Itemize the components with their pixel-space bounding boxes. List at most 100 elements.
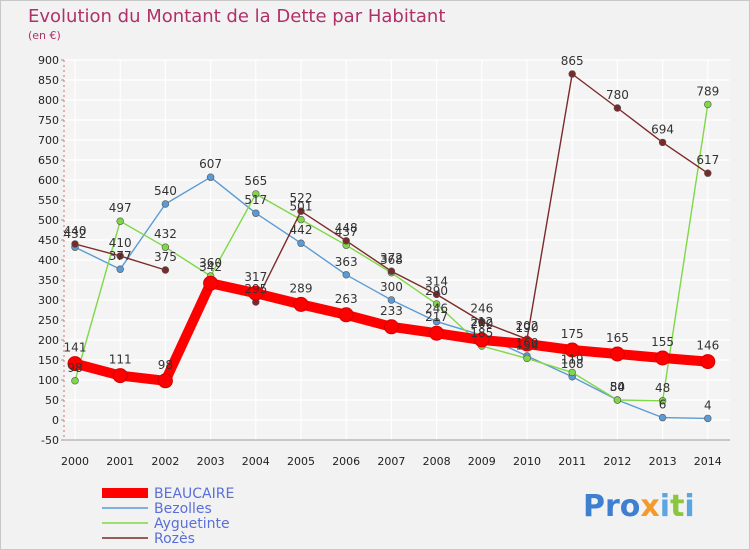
- x-tick-label: 2010: [513, 455, 541, 468]
- y-tick-label: 500: [38, 214, 59, 227]
- data-point: [523, 354, 531, 363]
- x-tick-label: 2008: [423, 455, 451, 468]
- chart-title: Evolution du Montant de la Dette par Hab…: [28, 6, 445, 27]
- logo-text: Proxiti: [583, 489, 695, 524]
- data-label: 175: [561, 327, 584, 341]
- data-label: 185: [470, 326, 493, 340]
- data-label: 497: [109, 201, 132, 215]
- data-point: [297, 207, 305, 215]
- data-label: 440: [64, 224, 87, 238]
- proxiti-logo: Proxiti: [583, 489, 695, 524]
- data-point: [658, 397, 667, 405]
- series-lines: [67, 70, 716, 423]
- x-tick-label: 2002: [151, 455, 179, 468]
- plot-area: [64, 60, 730, 440]
- data-point: [116, 217, 124, 225]
- chart-subtitle: (en €): [28, 29, 61, 42]
- series-beaucaire: [67, 275, 716, 389]
- grid-lines: [64, 59, 730, 441]
- data-label: 146: [696, 339, 719, 353]
- data-label: 289: [290, 281, 313, 295]
- data-label: 154: [516, 338, 539, 352]
- x-tick-label: 2004: [242, 455, 270, 468]
- data-label: 517: [244, 193, 267, 207]
- data-point: [157, 373, 173, 389]
- data-label: 617: [696, 153, 719, 167]
- data-point: [655, 350, 671, 366]
- y-tick-label: 100: [38, 374, 59, 387]
- data-label: 50: [610, 380, 625, 394]
- data-point: [704, 169, 712, 177]
- x-tick-label: 2013: [649, 455, 677, 468]
- data-label: 437: [335, 225, 358, 239]
- data-labels: 141 111 98 342 317 289 263 233 217 200 190 175 165 15…: [64, 54, 720, 412]
- data-label: 432: [64, 227, 87, 241]
- data-label: 190: [516, 321, 539, 335]
- axes: -500501001502002503003504004505005506006…: [38, 54, 730, 468]
- data-point: [704, 414, 712, 423]
- y-tick-label: 250: [38, 314, 59, 327]
- data-label: 111: [109, 353, 132, 367]
- data-point: [432, 317, 441, 326]
- data-label: 155: [651, 335, 674, 349]
- data-label: 98: [158, 358, 173, 372]
- data-label: 540: [154, 184, 177, 198]
- data-label: 410: [109, 236, 132, 250]
- data-point: [613, 104, 622, 112]
- y-tick-label: 50: [45, 394, 59, 407]
- data-label: 84: [610, 380, 625, 394]
- data-label: 212: [470, 315, 493, 329]
- data-label: 4: [704, 398, 712, 412]
- logo-letter: x: [640, 489, 659, 524]
- legend-label: Ayguetinte: [154, 516, 230, 532]
- y-tick-label: 850: [38, 74, 59, 87]
- data-point: [112, 368, 128, 384]
- data-label: 368: [380, 253, 403, 267]
- data-label: 865: [561, 54, 584, 68]
- data-label: 98: [67, 361, 82, 375]
- data-point: [203, 275, 219, 291]
- data-label: 375: [154, 250, 177, 264]
- data-point: [161, 200, 170, 208]
- data-label: 694: [651, 122, 674, 136]
- y-tick-label: 700: [38, 134, 59, 147]
- data-label: 108: [561, 357, 584, 371]
- data-point: [293, 296, 309, 312]
- data-point: [206, 173, 215, 181]
- data-point: [658, 138, 667, 147]
- series-bezolles: [71, 173, 712, 423]
- data-label: 360: [199, 256, 222, 270]
- data-point: [116, 265, 124, 273]
- data-point: [116, 252, 124, 260]
- data-label: 300: [380, 280, 403, 294]
- data-point: [432, 290, 441, 299]
- data-point: [342, 237, 350, 245]
- data-point: [519, 336, 535, 352]
- logo-letter: i: [684, 489, 694, 524]
- data-point: [387, 296, 396, 304]
- data-label: 314: [425, 274, 448, 288]
- y-tick-label: 400: [38, 254, 59, 267]
- y-tick-label: 450: [38, 234, 59, 247]
- logo-letter: o: [620, 489, 641, 524]
- data-point: [704, 100, 712, 109]
- data-point: [383, 319, 399, 335]
- logo-letter: P: [583, 489, 605, 524]
- y-tick-label: 0: [52, 414, 59, 427]
- x-tick-label: 2009: [468, 455, 496, 468]
- x-tick-label: 2014: [694, 455, 722, 468]
- data-point: [161, 266, 170, 274]
- data-point: [429, 325, 445, 341]
- x-tick-label: 2006: [332, 455, 360, 468]
- data-label: 233: [380, 304, 403, 318]
- x-tick-label: 2000: [61, 455, 89, 468]
- data-point: [248, 285, 264, 301]
- data-label: 246: [470, 302, 493, 316]
- data-label: 217: [425, 310, 448, 324]
- y-tick-label: 900: [38, 54, 59, 67]
- data-point: [161, 243, 170, 251]
- data-label: 448: [335, 221, 358, 235]
- data-point: [478, 317, 486, 326]
- y-tick-label: 350: [38, 274, 59, 287]
